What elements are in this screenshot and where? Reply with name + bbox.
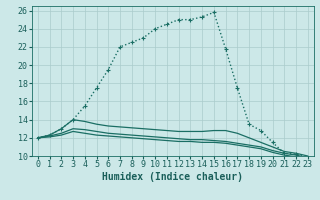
X-axis label: Humidex (Indice chaleur): Humidex (Indice chaleur) — [102, 172, 243, 182]
